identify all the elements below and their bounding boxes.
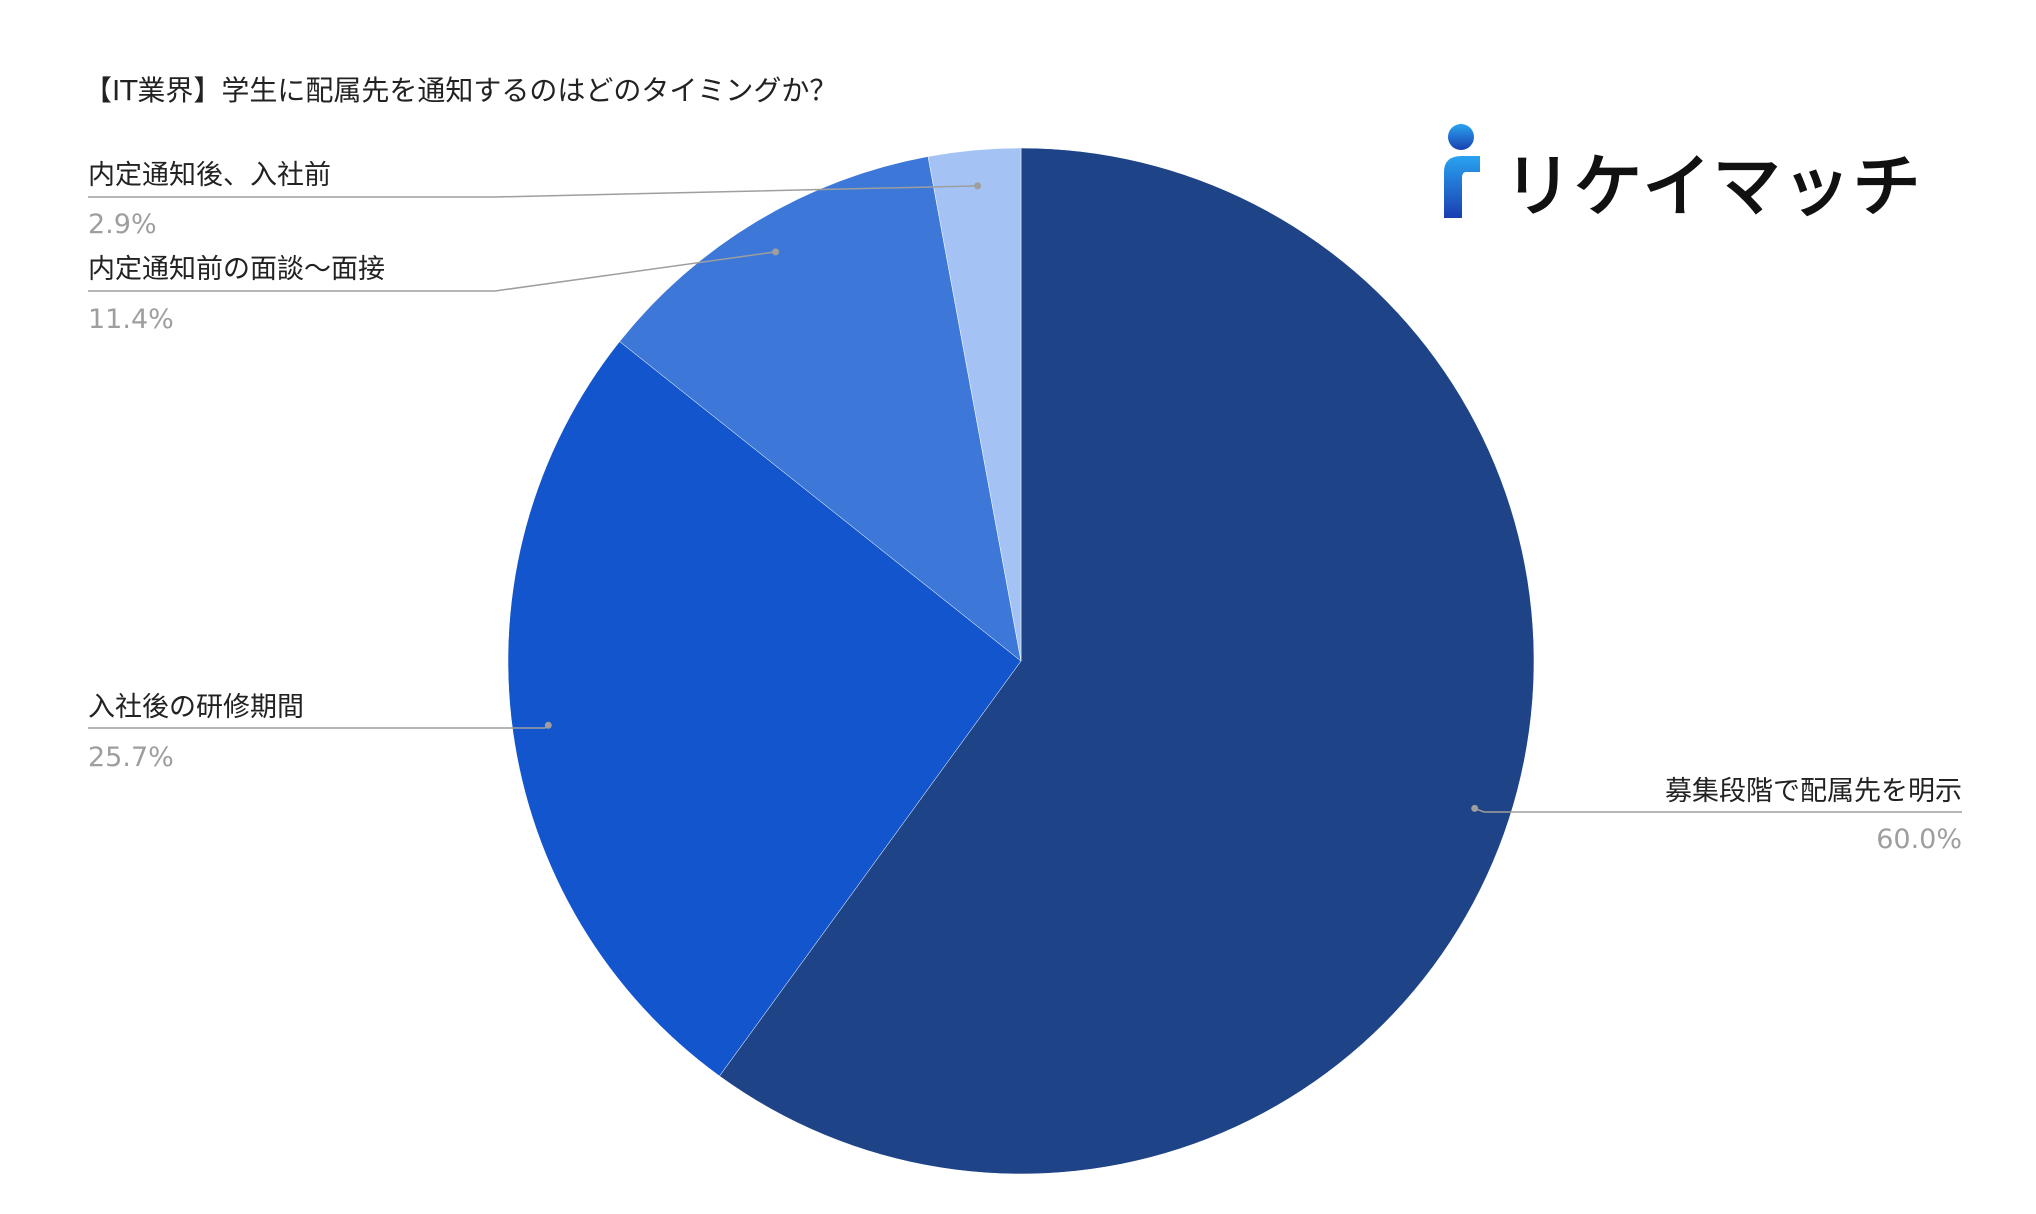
slice-4-leader-line — [88, 185, 978, 198]
slice-3-leader-line — [88, 251, 776, 292]
pie-slice-3 — [619, 156, 1022, 662]
slice-4-label: 内定通知後、入社前 — [88, 160, 331, 191]
chart-title: 【IT業界】学生に配属先を通知するのはどのタイミングか？ — [84, 74, 837, 107]
brand-logo: リケイマッチ — [1444, 124, 1923, 227]
slice-1-value: 60.0% — [1876, 824, 1962, 855]
logo-r-icon — [1444, 124, 1480, 218]
slice-1-label: 募集段階で配属先を明示 — [1665, 776, 1962, 807]
pie-slice-1 — [719, 147, 1535, 1175]
pie-slice-2 — [507, 341, 1022, 1077]
slice-2-leader-line — [88, 724, 549, 729]
slice-2-value: 25.7% — [88, 742, 174, 773]
pie-labels: 募集段階で配属先を明示 60.0% 入社後の研修期間 25.7% 内定通知前の面談〜面接… — [88, 160, 1962, 855]
slice-4-value: 2.9% — [88, 209, 157, 240]
slice-2-label: 入社後の研修期間 — [88, 692, 304, 723]
slice-1-leader-line — [1474, 807, 1962, 813]
slice-3-label: 内定通知前の面談〜面接 — [88, 254, 385, 285]
slice-3-value: 11.4% — [88, 304, 174, 335]
logo-text: リケイマッチ — [1504, 148, 1923, 227]
pie-slices — [507, 147, 1535, 1175]
pie-slice-4 — [927, 147, 1022, 662]
